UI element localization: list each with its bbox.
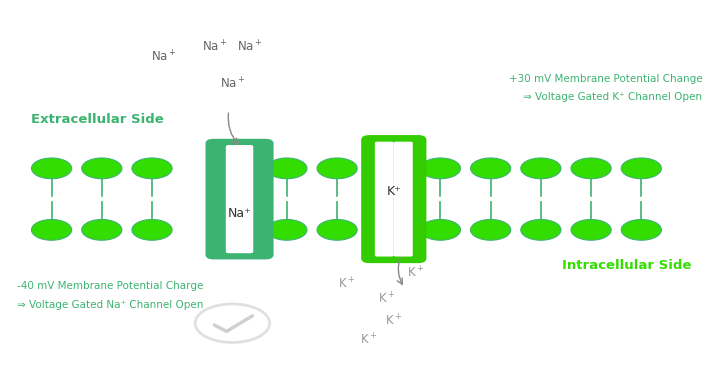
Text: K$^+$: K$^+$ [338, 277, 356, 292]
Circle shape [132, 158, 172, 179]
FancyBboxPatch shape [207, 140, 273, 258]
FancyBboxPatch shape [394, 142, 413, 256]
Circle shape [521, 220, 561, 240]
Circle shape [420, 158, 461, 179]
FancyBboxPatch shape [226, 145, 253, 253]
Circle shape [471, 158, 510, 179]
Circle shape [317, 158, 357, 179]
Text: Na$^+$: Na$^+$ [237, 39, 263, 55]
Circle shape [621, 158, 662, 179]
FancyBboxPatch shape [375, 142, 394, 256]
Text: Intracellular Side: Intracellular Side [562, 259, 691, 272]
FancyBboxPatch shape [362, 136, 425, 262]
Text: +30 mV Membrane Potential Change: +30 mV Membrane Potential Change [509, 74, 702, 84]
Text: K⁺: K⁺ [386, 185, 401, 198]
Text: K$^+$: K$^+$ [378, 291, 395, 307]
Text: K$^+$: K$^+$ [360, 332, 377, 347]
Text: ⇒ Voltage Gated K⁺ Channel Open: ⇒ Voltage Gated K⁺ Channel Open [523, 92, 702, 102]
Circle shape [471, 220, 510, 240]
Text: -40 mV Membrane Potential Charge: -40 mV Membrane Potential Charge [17, 281, 203, 291]
Text: Na⁺: Na⁺ [228, 208, 252, 220]
Circle shape [32, 158, 72, 179]
Circle shape [317, 220, 357, 240]
Text: Na$^+$: Na$^+$ [151, 49, 177, 64]
Text: Na$^+$: Na$^+$ [220, 77, 245, 92]
Text: K$^+$: K$^+$ [406, 265, 424, 281]
Circle shape [82, 220, 122, 240]
Circle shape [267, 220, 307, 240]
Circle shape [82, 158, 122, 179]
Text: K$^+$: K$^+$ [385, 314, 403, 329]
Circle shape [521, 158, 561, 179]
Circle shape [571, 158, 611, 179]
Text: Extracellular Side: Extracellular Side [32, 113, 164, 126]
Circle shape [420, 220, 461, 240]
Text: ⇒ Voltage Gated Na⁺ Channel Open: ⇒ Voltage Gated Na⁺ Channel Open [17, 300, 203, 310]
Circle shape [267, 158, 307, 179]
Circle shape [32, 220, 72, 240]
Circle shape [132, 220, 172, 240]
Text: Na$^+$: Na$^+$ [202, 39, 227, 55]
Circle shape [621, 220, 662, 240]
Circle shape [571, 220, 611, 240]
